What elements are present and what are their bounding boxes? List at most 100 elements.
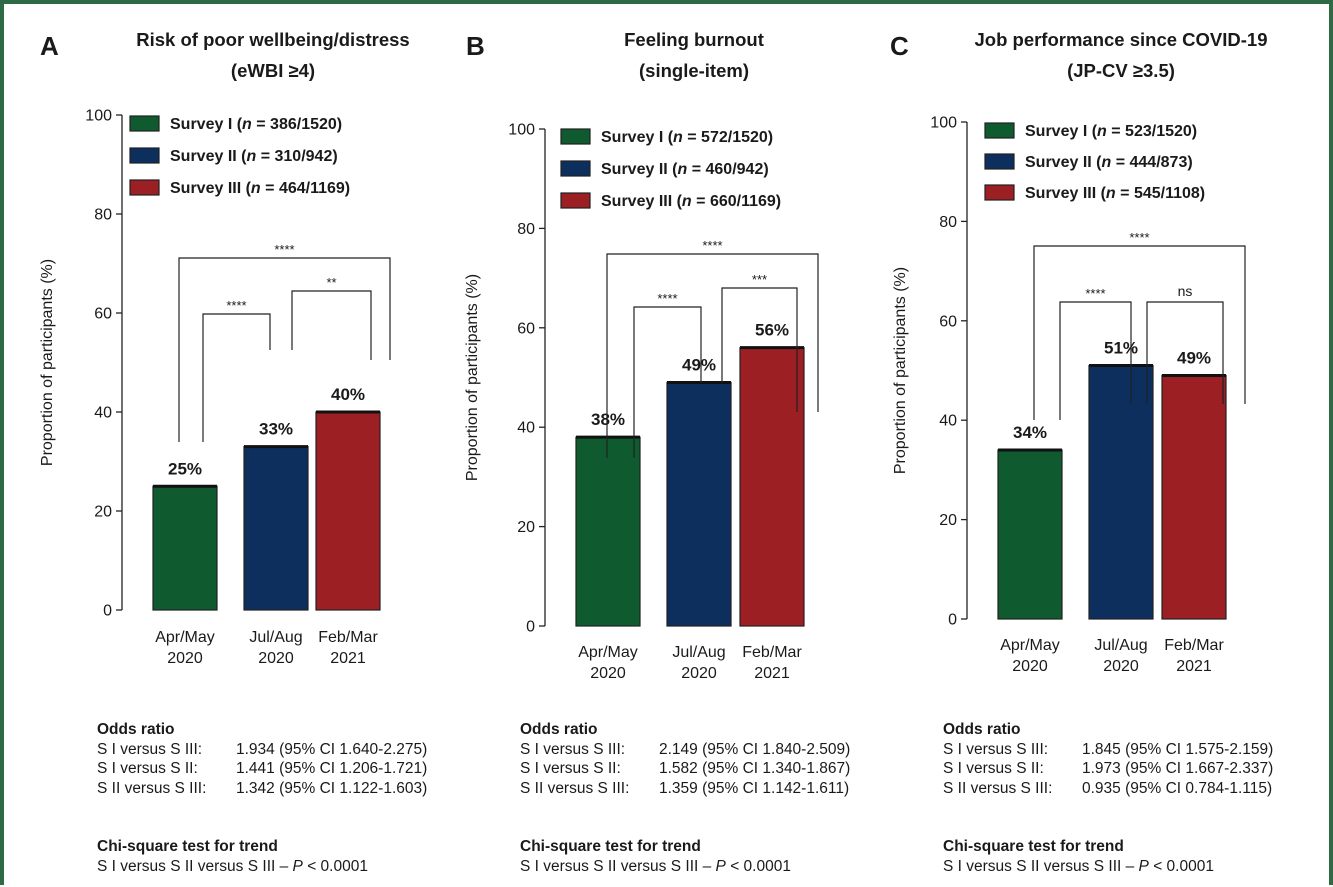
y-tick-label: 80 [517,221,535,238]
panel-title-line2: (single-item) [639,60,749,81]
x-tick-label: Feb/Mar [1164,637,1224,654]
y-axis-label: Proportion of participants (%) [464,274,481,481]
bar-2 [243,446,309,611]
y-axis-label: Proportion of participants (%) [39,259,56,466]
odds-ratio-value: 1.342 (95% CI 1.122-1.603) [236,779,428,797]
odds-ratio-value: 0.935 (95% CI 0.784-1.115) [1082,779,1273,797]
significance-bracket [1146,301,1224,404]
odds-ratio-row: S I versus S III: 2.149 (95% CI 1.840-2.5… [520,740,850,760]
p-symbol: P [715,857,726,875]
legend-entry: Survey III (n = 660/1169) [601,193,781,210]
y-tick-label: 100 [930,115,957,132]
odds-ratio-value: 1.359 (95% CI 1.142-1.611) [659,779,850,797]
legend-swatch-1 [560,128,591,145]
odds-ratio-value: 2.149 (95% CI 1.840-2.509) [659,740,851,758]
bar-3 [739,347,805,627]
chi-square-heading: Chi-square test for trend [97,838,278,855]
legend-entry: Survey II (n = 460/942) [601,161,769,178]
chi-square-result: S I versus S II versus S III – P < 0.000… [943,857,1273,877]
chi-square-result: S I versus S II versus S III – P < 0.000… [520,857,850,877]
bar-value-label: 40% [331,385,365,404]
y-tick-label: 100 [508,122,535,139]
chart-panel-b: B Feeling burnout (single-item) 0 20 40 60 80 10… [464,29,819,682]
panel-title-line2: (eWBI ≥4) [231,60,315,81]
legend-swatch-3 [984,184,1015,201]
comparison-label: S I versus S II: [97,760,198,777]
significance-label: ns [1178,283,1193,299]
panel-letter: C [890,31,909,61]
x-tick-label: 2020 [590,665,626,682]
legend-entry: Survey III (n = 464/1169) [170,180,350,197]
odds-ratio-heading: Odds ratio [97,721,175,738]
x-tick-label: Feb/Mar [318,629,378,646]
comparison-label: S I versus S III: [97,740,203,758]
significance-label: **** [1085,286,1105,301]
legend-entry: Survey II (n = 310/942) [170,148,338,165]
y-tick-label: 40 [517,420,535,437]
panel-title-line1: Risk of poor wellbeing/distress [136,29,409,50]
odds-ratio-value: 1.845 (95% CI 1.575-2.159) [1082,740,1274,758]
significance-label: **** [1129,230,1149,245]
odds-ratio-row: S I versus S II: 1.582 (95% CI 1.340-1.86… [520,759,850,779]
comparison-label: S I versus S III: [520,740,626,758]
odds-ratio-row: S I versus S III: 1.845 (95% CI 1.575-2.1… [943,740,1273,760]
bar-1 [997,449,1063,620]
x-tick-label: Feb/Mar [742,644,802,661]
significance-bracket [606,253,819,458]
x-tick-label: 2021 [1176,658,1212,675]
p-symbol: P [1138,857,1149,875]
stats-block-a: Odds ratio S I versus S III: 1.934 (95% CI… [97,720,427,876]
x-tick-label: 2020 [1012,658,1048,675]
odds-ratio-heading: Odds ratio [943,721,1021,738]
odds-ratio-value: 1.973 (95% CI 1.667-2.337) [1082,760,1274,777]
bar-value-label: 49% [682,355,716,374]
y-tick-label: 20 [939,512,957,529]
comparison-label: S II versus S III: [520,779,630,797]
x-tick-label: 2021 [754,665,790,682]
legend-swatch-2 [129,147,160,164]
legend-entry: Survey I (n = 523/1520) [1025,123,1197,140]
x-tick-label: Jul/Aug [249,629,302,646]
spacer [97,798,427,837]
y-tick-label: 0 [103,603,112,620]
stats-block-b: Odds ratio S I versus S III: 2.149 (95% CI… [520,720,850,876]
bar-3 [315,411,381,611]
bar-2 [1088,364,1154,620]
significance-label: **** [657,291,677,306]
y-tick-label: 80 [939,214,957,231]
bar-value-label: 25% [168,459,202,478]
x-tick-label: 2021 [330,650,366,667]
bar-value-label: 56% [755,321,789,340]
y-tick-label: 20 [94,504,112,521]
bar-value-label: 33% [259,420,293,439]
y-tick-label: 40 [94,405,112,422]
y-tick-label: 0 [948,612,957,629]
p-symbol: P [292,857,303,875]
x-tick-label: Jul/Aug [672,644,725,661]
chi-square-comparison: S I versus S II versus S III – [520,857,716,875]
x-tick-label: 2020 [167,650,203,667]
bar-value-label: 49% [1177,348,1211,367]
y-tick-label: 40 [939,413,957,430]
x-tick-label: Apr/May [1000,637,1060,654]
odds-ratio-row: S I versus S II: 1.973 (95% CI 1.667-2.33… [943,759,1273,779]
legend-swatch-2 [984,153,1015,170]
significance-bracket [1059,301,1132,420]
significance-bracket [178,257,391,442]
legend-swatch-2 [560,160,591,177]
p-value: < 0.0001 [302,857,368,875]
odds-ratio-heading: Odds ratio [520,721,598,738]
x-tick-label: Apr/May [155,629,215,646]
bar-2 [666,381,732,627]
comparison-label: S I versus S II: [943,760,1044,777]
significance-bracket [291,290,372,360]
panel-title-line1: Job performance since COVID-19 [974,29,1267,50]
y-tick-label: 60 [939,313,957,330]
odds-ratio-row: S I versus S III: 1.934 (95% CI 1.640-2.2… [97,740,427,760]
bar-value-label: 38% [591,410,625,429]
x-tick-label: 2020 [1103,658,1139,675]
stats-block-c: Odds ratio S I versus S III: 1.845 (95% CI… [943,720,1273,876]
significance-label: *** [752,272,767,287]
